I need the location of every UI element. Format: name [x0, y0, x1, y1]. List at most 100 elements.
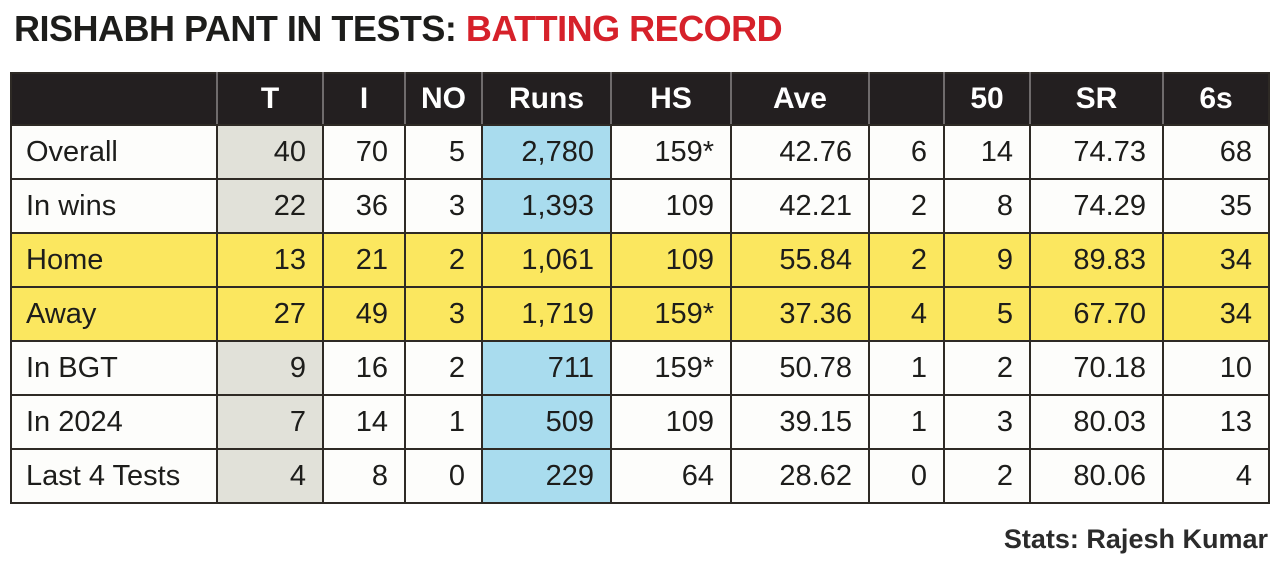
table-cell: 28.62: [730, 448, 870, 504]
table-row: Overall 40 70 5 2,780 159* 42.76 6 14 74.73 68: [10, 124, 1270, 180]
table-cell: 34: [1162, 232, 1270, 288]
page-title-black: RISHABH PANT IN TESTS:: [14, 8, 466, 49]
table-cell: 3: [404, 286, 483, 342]
table-row: In BGT 9 16 2 711 159* 50.78 1 2 70.18 10: [10, 340, 1270, 396]
table-cell: 109: [610, 394, 732, 450]
table-cell: 10: [1162, 340, 1270, 396]
table-row: Home 13 21 2 1,061 109 55.84 2 9 89.83 34: [10, 232, 1270, 288]
table-cell: 4: [216, 448, 324, 504]
table-cell: 2: [868, 232, 945, 288]
table-cell: 6: [868, 124, 945, 180]
table-cell: 4: [1162, 448, 1270, 504]
table-cell: 35: [1162, 178, 1270, 234]
table-cell: 37.36: [730, 286, 870, 342]
col-header-sr: SR: [1029, 72, 1164, 126]
table-cell: 39.15: [730, 394, 870, 450]
table-cell: 1: [868, 394, 945, 450]
row-label: Home: [10, 232, 218, 288]
table-cell: 3: [404, 178, 483, 234]
row-label: Away: [10, 286, 218, 342]
row-label: In 2024: [10, 394, 218, 450]
table-cell: 16: [322, 340, 406, 396]
row-label: In BGT: [10, 340, 218, 396]
col-header-i: I: [322, 72, 406, 126]
table-cell: 1,061: [481, 232, 612, 288]
row-label: Overall: [10, 124, 218, 180]
table-cell: 159*: [610, 124, 732, 180]
table-cell: 42.76: [730, 124, 870, 180]
col-header-50: 50: [943, 72, 1031, 126]
table-cell: 509: [481, 394, 612, 450]
table-row: In 2024 7 14 1 509 109 39.15 1 3 80.03 13: [10, 394, 1270, 450]
table-row: Last 4 Tests 4 8 0 229 64 28.62 0 2 80.06 4: [10, 448, 1270, 504]
table-cell: 80.06: [1029, 448, 1164, 504]
table-cell: 14: [322, 394, 406, 450]
table-cell: 68: [1162, 124, 1270, 180]
table-cell: 159*: [610, 340, 732, 396]
table-cell: 5: [404, 124, 483, 180]
table-body: Overall 40 70 5 2,780 159* 42.76 6 14 74.73 68 In w…: [10, 124, 1270, 504]
table-cell: 109: [610, 232, 732, 288]
table-cell: 13: [216, 232, 324, 288]
table-cell: 159*: [610, 286, 732, 342]
table-cell: 40: [216, 124, 324, 180]
page-title-red: BATTING RECORD: [465, 8, 783, 49]
row-label: In wins: [10, 178, 218, 234]
table-cell: 4: [868, 286, 945, 342]
table-cell: 1,393: [481, 178, 612, 234]
table-cell: 0: [868, 448, 945, 504]
table-cell: 8: [322, 448, 406, 504]
table-cell: 711: [481, 340, 612, 396]
table-cell: 2: [404, 232, 483, 288]
table-cell: 229: [481, 448, 612, 504]
table-cell: 13: [1162, 394, 1270, 450]
table-cell: 67.70: [1029, 286, 1164, 342]
table-cell: 7: [216, 394, 324, 450]
table-cell: 49: [322, 286, 406, 342]
table-cell: 89.83: [1029, 232, 1164, 288]
table-cell: 70: [322, 124, 406, 180]
table-cell: 2: [404, 340, 483, 396]
table-cell: 9: [943, 232, 1031, 288]
table-cell: 3: [943, 394, 1031, 450]
col-header-6s: 6s: [1162, 72, 1270, 126]
table-cell: 34: [1162, 286, 1270, 342]
table-cell: 50.78: [730, 340, 870, 396]
table-cell: 5: [943, 286, 1031, 342]
table-cell: 2,780: [481, 124, 612, 180]
page-title: RISHABH PANT IN TESTS: BATTING RECORD: [14, 8, 783, 50]
table-cell: 55.84: [730, 232, 870, 288]
col-header-ave: Ave: [730, 72, 870, 126]
table-cell: 22: [216, 178, 324, 234]
table-cell: 21: [322, 232, 406, 288]
table-cell: 1: [868, 340, 945, 396]
table-header: T I NO Runs HS Ave 50 SR 6s: [10, 72, 1270, 126]
table-cell: 1: [404, 394, 483, 450]
table-row: Away 27 49 3 1,719 159* 37.36 4 5 67.70 34: [10, 286, 1270, 342]
table-cell: 27: [216, 286, 324, 342]
table-cell: 36: [322, 178, 406, 234]
table-row: In wins 22 36 3 1,393 109 42.21 2 8 74.29 35: [10, 178, 1270, 234]
stats-credit: Stats: Rajesh Kumar: [1003, 524, 1268, 554]
col-header-hs: HS: [610, 72, 732, 126]
col-header-no: NO: [404, 72, 483, 126]
table-cell: 42.21: [730, 178, 870, 234]
table-cell: 9: [216, 340, 324, 396]
row-label: Last 4 Tests: [10, 448, 218, 504]
table-cell: 0: [404, 448, 483, 504]
table-cell: 70.18: [1029, 340, 1164, 396]
col-header-t: T: [216, 72, 324, 126]
table-cell: 74.73: [1029, 124, 1164, 180]
table-cell: 14: [943, 124, 1031, 180]
table-cell: 1,719: [481, 286, 612, 342]
col-header-blank-7: [868, 72, 945, 126]
table-cell: 2: [868, 178, 945, 234]
table-cell: 8: [943, 178, 1031, 234]
col-header-blank-0: [10, 72, 218, 126]
batting-table: T I NO Runs HS Ave 50 SR 6s Overall 40 70 5 2,780 159…: [10, 72, 1270, 504]
col-header-runs: Runs: [481, 72, 612, 126]
table-cell: 80.03: [1029, 394, 1164, 450]
table-cell: 64: [610, 448, 732, 504]
table-cell: 109: [610, 178, 732, 234]
